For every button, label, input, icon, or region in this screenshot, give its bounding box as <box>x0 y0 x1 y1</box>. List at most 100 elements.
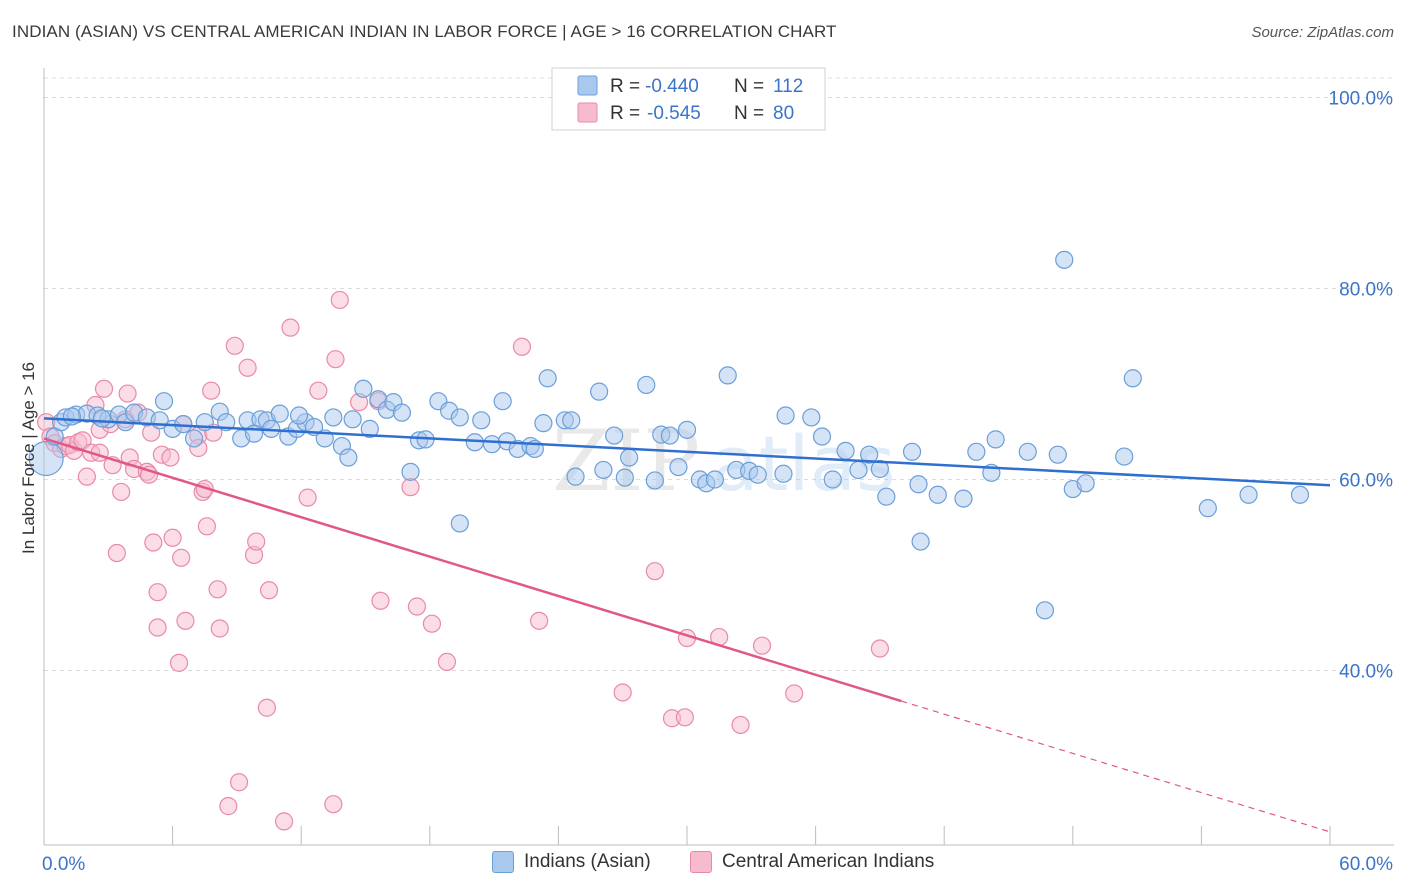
y-tick-label: 60.0% <box>1339 471 1393 492</box>
central-american-indians-point <box>298 488 317 507</box>
central-american-indians-point <box>675 708 694 727</box>
legend-r-label: R = <box>610 103 640 124</box>
chart-source: Source: ZipAtlas.com <box>1251 24 1394 41</box>
trend-line-central-american-indians-extension <box>901 700 1331 833</box>
central-american-indians-point <box>530 611 549 630</box>
indians-asian-point <box>92 409 111 428</box>
legend: R = -0.440 N = 112 R = -0.545 N = 80 <box>551 67 826 131</box>
central-american-indians-point <box>645 562 664 581</box>
central-american-indians-point <box>613 683 632 702</box>
central-american-indians-point <box>870 639 890 658</box>
axes <box>43 68 1394 846</box>
legend-item-central-american-indians: Central American Indians <box>690 851 934 873</box>
legend-n-label: N = <box>734 103 764 124</box>
indians-asian-point <box>802 408 821 427</box>
indians-asian-point <box>909 475 928 494</box>
indians-asian-point <box>1055 250 1074 269</box>
indians-asian-point <box>354 379 373 398</box>
central-american-indians-point <box>257 698 277 717</box>
indians-asian-point <box>62 407 81 426</box>
indians-asian-point <box>812 427 832 446</box>
indians-asian-point <box>493 392 512 411</box>
central-american-indians-point <box>281 318 300 337</box>
indians-asian-point <box>594 460 613 480</box>
indians-asian-point <box>677 420 697 439</box>
indians-asian-point <box>360 419 379 438</box>
central-american-indians-point <box>73 431 92 450</box>
trend-lines <box>43 417 1331 833</box>
legend-swatch-pink <box>577 102 598 123</box>
legend-n-label: N = <box>734 76 764 97</box>
indians-asian-point <box>860 445 879 464</box>
x-tick-labels: 0.0% 60.0% <box>42 854 1393 875</box>
y-axis-label: In Labor Force | Age > 16 <box>19 362 38 554</box>
indians-asian-point <box>566 467 585 486</box>
central-american-indians-point <box>112 482 131 502</box>
indians-asian-point <box>482 435 502 454</box>
indians-asian-point <box>877 487 896 506</box>
indians-asian-point <box>902 442 922 461</box>
indians-asian-point <box>184 429 204 448</box>
indians-asian-point <box>392 403 412 422</box>
indians-asian-point <box>324 408 343 427</box>
central-american-indians-point <box>229 773 249 792</box>
indians-asian-point <box>343 410 362 429</box>
indians-asian-point <box>244 424 264 443</box>
indians-asian-point <box>849 460 868 480</box>
central-american-indians-point <box>371 591 390 610</box>
central-american-indians-point <box>210 619 229 638</box>
x-tick-label: 60.0% <box>1339 854 1393 875</box>
indians-asian-point <box>705 470 724 489</box>
central-american-indians-point <box>219 797 238 816</box>
legend-swatch-indians-asian <box>492 851 514 873</box>
central-american-indians-point <box>259 581 279 600</box>
central-american-indians-point <box>118 384 137 403</box>
central-american-indians-point <box>77 467 96 486</box>
y-tick-label: 80.0% <box>1339 280 1393 301</box>
indians-asian-point <box>645 471 664 490</box>
legend-n-value: 80 <box>773 103 794 124</box>
trend-line-indians-asian <box>43 417 1331 487</box>
central-american-indians-point <box>208 580 227 599</box>
indians-asian-point <box>1048 445 1067 464</box>
central-american-indians-point <box>247 532 266 551</box>
central-american-indians-point <box>161 448 180 467</box>
indians-asian-point <box>150 411 169 430</box>
central-american-indians-point <box>197 517 216 536</box>
central-american-indians-point <box>94 379 114 398</box>
indians-asian-point <box>637 375 656 395</box>
bottom-legend: Indians (Asian) Central American Indians <box>0 851 1406 879</box>
central-american-indians-point <box>330 290 349 310</box>
indians-asian-point <box>823 470 842 489</box>
central-american-indians-point <box>437 652 457 672</box>
central-american-indians-point <box>731 715 750 735</box>
indians-asian-point <box>450 514 469 533</box>
indians-asian-point <box>1198 499 1217 518</box>
central-american-indians-point <box>148 583 167 602</box>
central-american-indians-points <box>37 290 890 831</box>
legend-n-value: 112 <box>773 76 803 97</box>
central-american-indians-point <box>176 611 195 630</box>
indians-asian-point <box>534 414 553 433</box>
indians-asian-point <box>615 468 634 487</box>
indians-asian-point <box>28 440 64 477</box>
indians-asian-point <box>928 485 947 504</box>
central-american-indians-point <box>163 528 182 547</box>
central-american-indians-point <box>148 618 167 637</box>
central-american-indians-point <box>324 795 343 814</box>
legend-label-central-american-indians: Central American Indians <box>722 851 935 872</box>
indians-asian-point <box>620 448 639 467</box>
indians-asian-point <box>1123 369 1142 388</box>
indians-asian-point <box>776 406 795 425</box>
y-tick-label: 100.0% <box>1329 89 1394 110</box>
central-american-indians-point <box>238 358 257 377</box>
indians-asian-point <box>538 369 557 388</box>
indians-asian-point <box>1035 601 1055 620</box>
central-american-indians-point <box>144 533 163 552</box>
indians-asian-point <box>870 459 890 479</box>
indians-asian-point <box>450 408 469 427</box>
trend-line-central-american-indians <box>43 437 902 703</box>
legend-item-indians-asian: Indians (Asian) <box>492 851 651 873</box>
indians-asian-point <box>911 532 930 551</box>
